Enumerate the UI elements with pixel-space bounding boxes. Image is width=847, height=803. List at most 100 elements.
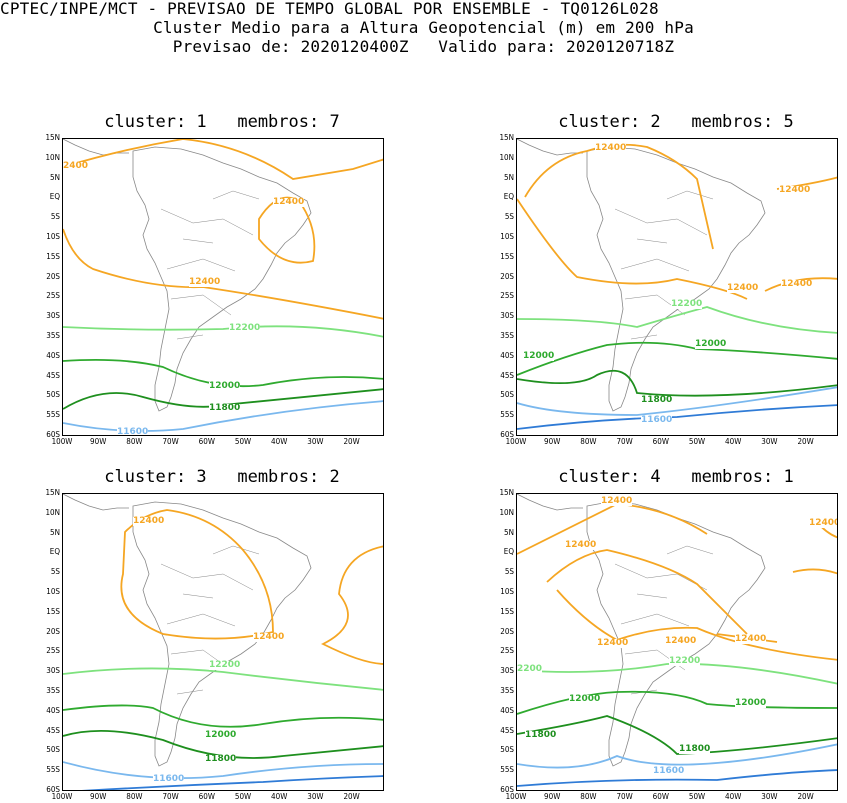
map-panel: 12400 12400 12400 12400 12400 12400 2200 12200 1…	[516, 493, 838, 791]
country-border	[170, 294, 232, 316]
contour-line	[517, 503, 708, 555]
header-line-3: Previsao de: 2020120400Z Valido para: 20…	[172, 37, 675, 56]
contour-line	[546, 549, 748, 635]
contour-line	[517, 690, 837, 715]
lat-label: 30S	[500, 311, 514, 321]
header-line-1: CPTEC/INPE/MCT - PREVISAO DE TEMPO GLOBA…	[0, 0, 659, 18]
header-line-2: Cluster Medio para a Altura Geopotencial…	[153, 18, 694, 37]
central-america-coastline	[63, 139, 129, 156]
lat-label: 50S	[500, 390, 514, 400]
lat-label: 15N	[499, 488, 514, 497]
contour-line	[792, 568, 837, 575]
contour-label: 12000	[209, 381, 241, 391]
contour-label: 12200	[229, 323, 261, 333]
contour-line	[258, 196, 316, 264]
panel-title: cluster: 3 membros: 2	[104, 467, 340, 487]
lat-label: 15N	[499, 133, 514, 142]
lat-label: 25S	[500, 291, 514, 301]
lat-label: 55S	[46, 410, 60, 420]
lat-label: 5S	[50, 212, 60, 222]
lat-label: 25S	[46, 291, 60, 301]
contour-label: 12400	[273, 197, 305, 207]
contour-label: 12400	[189, 277, 221, 287]
lat-label: 20S	[500, 271, 514, 281]
lon-label: 60W	[652, 792, 669, 801]
lon-label: 70W	[162, 437, 179, 446]
lat-label: 50S	[46, 745, 60, 755]
lon-label: 70W	[616, 437, 633, 446]
country-border	[176, 334, 204, 340]
lat-label: 60S	[46, 785, 60, 794]
contour-line	[120, 509, 274, 640]
country-border	[630, 334, 658, 340]
lat-label: 60S	[46, 430, 60, 439]
lat-label: 45S	[500, 370, 514, 380]
lat-label: 5S	[504, 212, 514, 222]
contour-label: 11800	[205, 754, 237, 764]
lat-label: 30S	[500, 666, 514, 676]
lon-label: 30W	[761, 437, 778, 446]
lat-label: 35S	[46, 686, 60, 695]
lat-label: 40S	[46, 705, 60, 715]
contour-label: 11800	[641, 395, 673, 405]
lat-label: 25S	[46, 646, 60, 656]
panel-title: cluster: 4 membros: 1	[558, 467, 794, 487]
lon-label: 60W	[198, 792, 215, 801]
lat-label: 55S	[500, 765, 514, 775]
lon-label: 60W	[198, 437, 215, 446]
lon-label: 100W	[51, 792, 73, 801]
lat-label: 35S	[500, 331, 514, 340]
contour-label: 2400	[63, 161, 89, 171]
contour-label: 11600	[653, 766, 685, 776]
lat-label: 40S	[500, 705, 514, 715]
contour-label: 12200	[669, 656, 701, 666]
south-america-coastline	[586, 146, 766, 412]
contour-line	[524, 143, 714, 250]
lat-label: 5N	[50, 527, 60, 537]
lat-label: 15S	[46, 251, 60, 261]
country-border	[212, 545, 260, 555]
contour-label: 12400	[565, 540, 597, 550]
lat-label: 10S	[46, 587, 60, 596]
lon-label: 20W	[343, 437, 360, 446]
lon-label: 90W	[90, 792, 107, 801]
contour-label: 12000	[695, 339, 727, 349]
lat-label: 50S	[500, 745, 514, 755]
contour-label: 11600	[117, 427, 149, 436]
lat-label: 5N	[50, 172, 60, 182]
contour-label: 12000	[523, 351, 555, 361]
lon-label: 40W	[725, 792, 742, 801]
contour-line	[63, 761, 383, 779]
lat-label: 15N	[45, 133, 60, 142]
lat-label: EQ	[49, 192, 60, 202]
central-america-coastline	[517, 139, 583, 156]
contour-label: 12400	[735, 634, 767, 644]
contour-label: 12000	[205, 730, 237, 740]
contour-line	[63, 228, 383, 320]
lon-label: 70W	[616, 792, 633, 801]
map-svg	[63, 139, 383, 432]
lat-label: 5N	[504, 172, 514, 182]
lat-label: 15S	[500, 606, 514, 616]
lat-label: 10N	[45, 152, 60, 162]
lon-label: 70W	[162, 792, 179, 801]
lon-label: 100W	[505, 792, 527, 801]
lat-label: 20S	[46, 626, 60, 636]
lat-label: 35S	[500, 686, 514, 695]
lat-label: 10N	[499, 507, 514, 517]
lon-label: 50W	[234, 792, 252, 801]
contour-label: 12400	[597, 638, 629, 648]
lat-label: 35S	[46, 331, 60, 340]
map-svg	[63, 494, 383, 790]
lon-label: 50W	[234, 437, 252, 446]
country-border	[182, 593, 214, 599]
contour-line	[517, 198, 748, 300]
lat-label: 15S	[46, 606, 60, 616]
lat-label: 50S	[46, 390, 60, 400]
lon-label: 100W	[51, 437, 73, 446]
lon-label: 90W	[544, 792, 561, 801]
contour-line	[517, 743, 837, 769]
contour-line	[517, 369, 837, 397]
lon-label: 80W	[126, 437, 143, 446]
country-border	[166, 613, 236, 627]
